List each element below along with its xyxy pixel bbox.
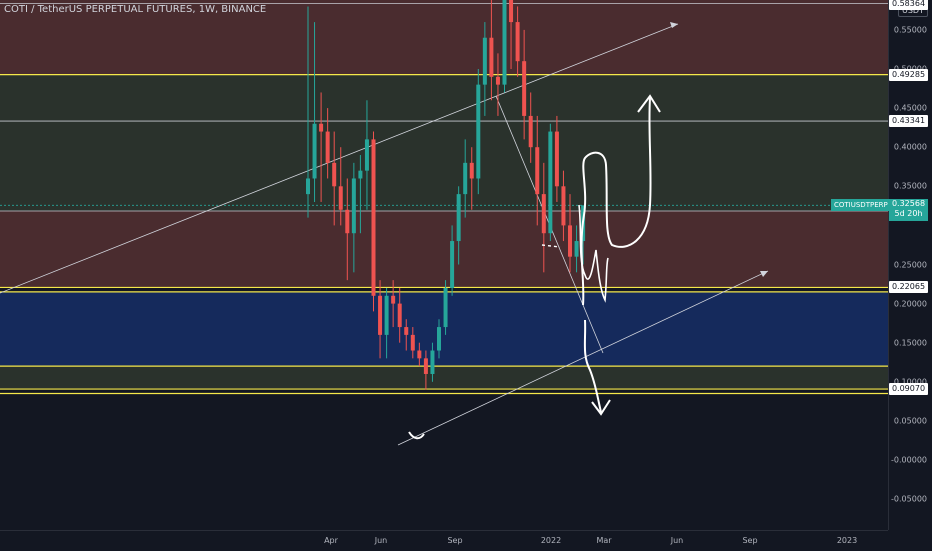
candle-body — [430, 350, 435, 374]
chart-title: COTI / TetherUS PERPETUAL FUTURES, 1W, B… — [4, 4, 267, 15]
time-tick-label: Mar — [596, 536, 612, 545]
price-tick-label: 0.20000 — [893, 299, 927, 309]
candle-body — [338, 186, 343, 210]
current-price-value: 0.32568 — [891, 199, 926, 209]
candle-body — [509, 0, 514, 23]
support-resistance-bands — [0, 0, 888, 390]
choppy-scenario-stroke — [578, 204, 609, 303]
time-tick-label: Sep — [742, 536, 758, 545]
candle-body — [502, 0, 507, 85]
candle-body — [522, 61, 527, 116]
price-tick-label: 0.35000 — [893, 181, 927, 191]
candles — [306, 0, 586, 390]
zone-band-4 — [0, 211, 888, 288]
up-arrow-head — [637, 94, 661, 113]
level-price-tag: 0.09070 — [889, 383, 928, 396]
price-tick-label: 0.55000 — [893, 25, 927, 35]
candle-body — [456, 194, 461, 242]
candle-body — [450, 241, 455, 288]
time-tick-label: 2022 — [540, 536, 562, 545]
upper-trendline-arrow — [670, 22, 678, 28]
low-marker-stroke — [408, 431, 425, 440]
candle-body — [528, 115, 533, 148]
level-price-tag: 0.49285 — [889, 68, 928, 81]
price-tick-label: -0.00000 — [891, 455, 927, 465]
lower-trendline-arrow — [760, 271, 768, 277]
candle-body — [423, 358, 428, 374]
time-tick-label: Jun — [670, 536, 684, 545]
candle-body — [469, 162, 474, 179]
current-price-tag: 0.32568 5d 20h — [889, 199, 928, 222]
price-tick-label: 0.45000 — [893, 103, 927, 113]
candle-body — [345, 209, 350, 234]
candle-body — [325, 131, 330, 163]
time-tick-label: 2023 — [836, 536, 858, 545]
candle-body — [548, 131, 553, 234]
candle-body — [397, 303, 402, 328]
time-tick-label: Jun — [374, 536, 388, 545]
level-price-tag: 0.43341 — [889, 115, 928, 128]
candle-body — [378, 295, 383, 335]
candle-body — [417, 350, 422, 359]
candle-body — [437, 327, 441, 351]
candle-body — [495, 76, 500, 85]
candle-body — [404, 327, 409, 335]
candle-body — [358, 170, 363, 179]
zone-band-2 — [0, 0, 888, 75]
candle-body — [541, 194, 546, 234]
symbol-tag: COTIUSDTPERP — [831, 199, 891, 212]
candle-body — [535, 147, 540, 195]
hand-drawn-annotations — [408, 94, 661, 440]
candle-body — [391, 295, 396, 304]
candle-body — [482, 37, 487, 85]
candle-body — [351, 178, 356, 234]
level-price-tag: 0.22065 — [889, 281, 928, 294]
zone-band-6 — [0, 366, 888, 390]
candle-body — [554, 131, 559, 187]
time-tick-label: Sep — [447, 536, 463, 545]
time-tick-label: Apr — [324, 536, 338, 545]
candle-body — [319, 123, 324, 132]
candle-body — [476, 84, 481, 179]
zone-band-3 — [0, 74, 888, 212]
candle-body — [306, 178, 310, 195]
level-price-tag: 0.58364 — [889, 0, 928, 10]
candle-body — [568, 225, 572, 257]
price-chart[interactable] — [0, 0, 888, 530]
lower-trendline — [397, 270, 769, 446]
up-scenario-stroke — [580, 97, 652, 306]
candle-body — [561, 186, 566, 226]
candle-body — [443, 287, 448, 328]
candle-body — [371, 139, 376, 296]
down-arrow-head — [591, 399, 611, 416]
price-tick-label: 0.15000 — [893, 338, 927, 348]
price-tick-label: 0.05000 — [893, 416, 927, 426]
upper-trendline — [0, 23, 679, 294]
time-axis[interactable]: Apr Jun Sep 2022 Mar Jun Sep 2023 — [0, 530, 888, 551]
price-tick-label: 0.10000 — [893, 377, 927, 387]
candle-body — [384, 295, 389, 335]
price-tick-label: 0.40000 — [893, 142, 927, 152]
candle-body — [574, 241, 579, 257]
candle-body — [489, 37, 494, 77]
candle-body — [410, 334, 415, 351]
candle-body — [463, 162, 468, 195]
price-tick-label: -0.05000 — [891, 494, 927, 504]
price-tick-label: 0.25000 — [893, 260, 927, 269]
candle-body — [332, 162, 337, 187]
candle-body — [364, 139, 369, 171]
down-scenario-stroke — [583, 319, 602, 413]
bar-countdown: 5d 20h — [894, 209, 923, 219]
chart-area[interactable]: COTI / TetherUS PERPETUAL FUTURES, 1W, B… — [0, 0, 888, 530]
candle-body — [312, 123, 317, 179]
candle-body — [515, 22, 520, 62]
